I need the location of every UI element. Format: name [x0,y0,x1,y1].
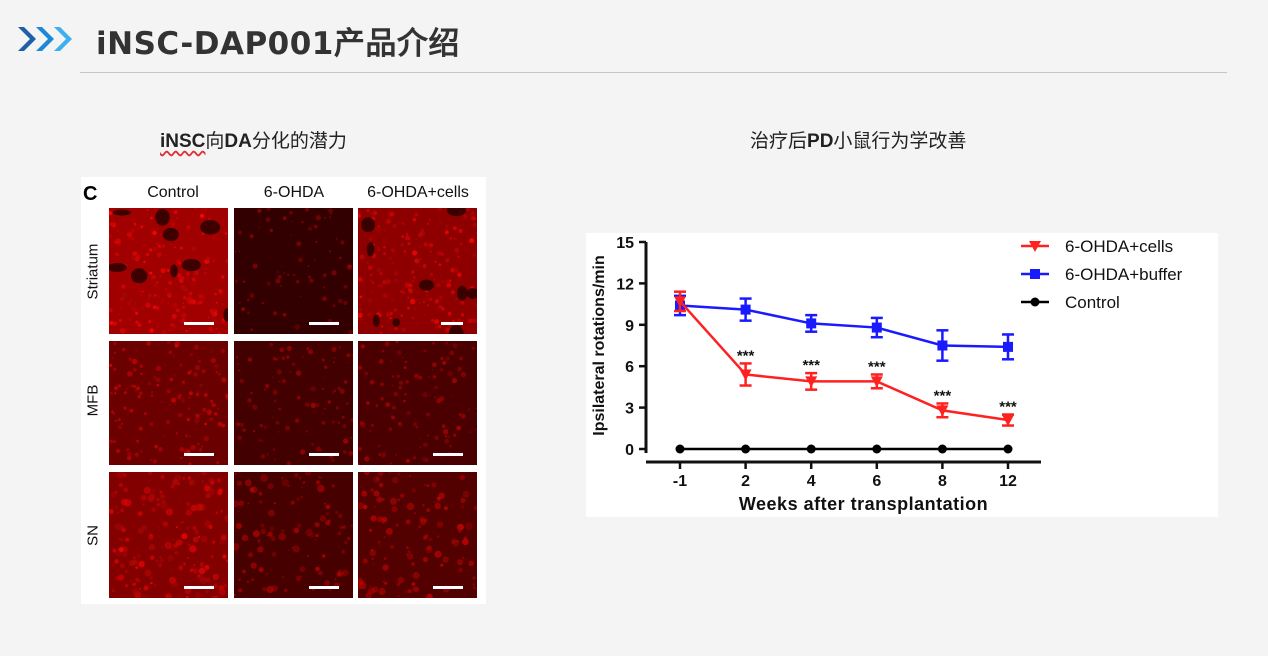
data-point [936,405,949,417]
left-caption-da: DA [224,131,252,152]
x-tick-label: 4 [807,473,816,490]
data-point [870,376,883,388]
right-caption-head: 治疗后 [750,130,808,152]
scale-bar [184,453,214,456]
scale-bar [184,586,214,589]
micrograph-sn-6ohda [234,472,353,598]
significance-label: *** [934,387,952,404]
x-tick-label: 8 [938,473,947,490]
left-caption-tail: 分化的潜力 [251,130,347,152]
significance-label: *** [737,347,755,364]
x-axis-label: Weeks after transplantation [739,494,988,514]
data-point [674,296,686,308]
micrograph-striatum-6ohda [234,208,353,334]
scale-bar [441,322,463,325]
data-point [872,444,882,454]
legend-label: Control [1065,293,1120,312]
left-caption-mid: 向 [205,130,225,152]
scale-bar [309,586,339,589]
column-label-control: Control [147,184,199,201]
y-tick-label: 15 [616,235,634,252]
data-point [871,322,882,333]
data-point [740,304,751,315]
x-tick-label: 6 [872,473,881,490]
x-tick-label: 12 [999,473,1017,490]
scale-bar [184,322,214,325]
data-point [805,376,818,388]
series-line-1 [679,304,1009,349]
legend-label: 6-OHDA+cells [1065,237,1173,256]
data-point [741,444,751,454]
micrograph-mfb-control [109,341,228,465]
data-point [739,369,752,381]
data-point [937,444,947,454]
column-label-6ohda-cells: 6-OHDA+cells [367,184,469,201]
data-point [1003,341,1013,352]
scale-bar [433,453,463,456]
right-caption-pd: PD [807,131,834,152]
significance-label: *** [802,357,820,374]
micrograph-sn-6ohda-cells [358,472,477,598]
y-tick-label: 0 [625,442,634,459]
y-tick-label: 9 [625,318,634,335]
data-point [937,340,948,351]
right-caption: 治疗后PD小鼠行为学改善 [750,126,966,153]
header-divider [80,72,1227,73]
legend-label: 6-OHDA+buffer [1065,265,1183,284]
legend-marker [1030,269,1040,279]
page-title: iNSC-DAP001产品介绍 [96,26,460,62]
micrograph-striatum-6ohda-cells [358,208,477,334]
scale-bar [433,586,463,589]
row-label-sn: SN [84,525,102,546]
row-label-mfb: MFB [84,384,102,417]
y-axis-label: Ipsilateral rotations/min [591,255,608,435]
legend-marker [1030,297,1040,307]
micrograph-panel: C Control 6-OHDA 6-OHDA+cells Striatum M… [81,177,486,604]
data-point [806,444,816,454]
scale-bar [309,453,339,456]
panel-letter: C [83,183,98,205]
y-tick-label: 12 [616,276,634,293]
data-point [675,444,685,454]
right-caption-tail: 小鼠行为学改善 [833,130,967,152]
x-tick-label: 2 [741,473,750,490]
significance-label: *** [999,399,1017,416]
micrograph-striatum-control [109,208,228,334]
scale-bar [309,322,339,325]
legend-marker [1029,241,1041,252]
data-point [1003,444,1013,454]
micrograph-sn-control [109,472,228,598]
micrograph-mfb-6ohda [234,341,353,465]
left-caption-insc: iNSC [160,131,206,152]
significance-label: *** [868,358,886,375]
column-label-6ohda: 6-OHDA [263,184,325,201]
triple-chevron-right-icon [18,27,72,51]
data-point [1002,415,1014,427]
data-point [806,318,817,329]
y-tick-label: 3 [625,401,634,418]
rotation-chart: 0 3 6 9 12 15 -1 2 4 6 8 12 Weeks after transplantat… [586,233,1218,517]
series-line-0 [679,300,1009,422]
row-label-striatum: Striatum [84,243,102,300]
left-caption: iNSC向DA分化的潜力 [160,126,347,153]
rotation-chart-svg: 0 3 6 9 12 15 -1 2 4 6 8 12 Weeks after transplantat… [591,235,1183,514]
x-tick-label: -1 [673,473,687,490]
y-tick-label: 6 [625,359,634,376]
micrograph-mfb-6ohda-cells [358,341,477,465]
